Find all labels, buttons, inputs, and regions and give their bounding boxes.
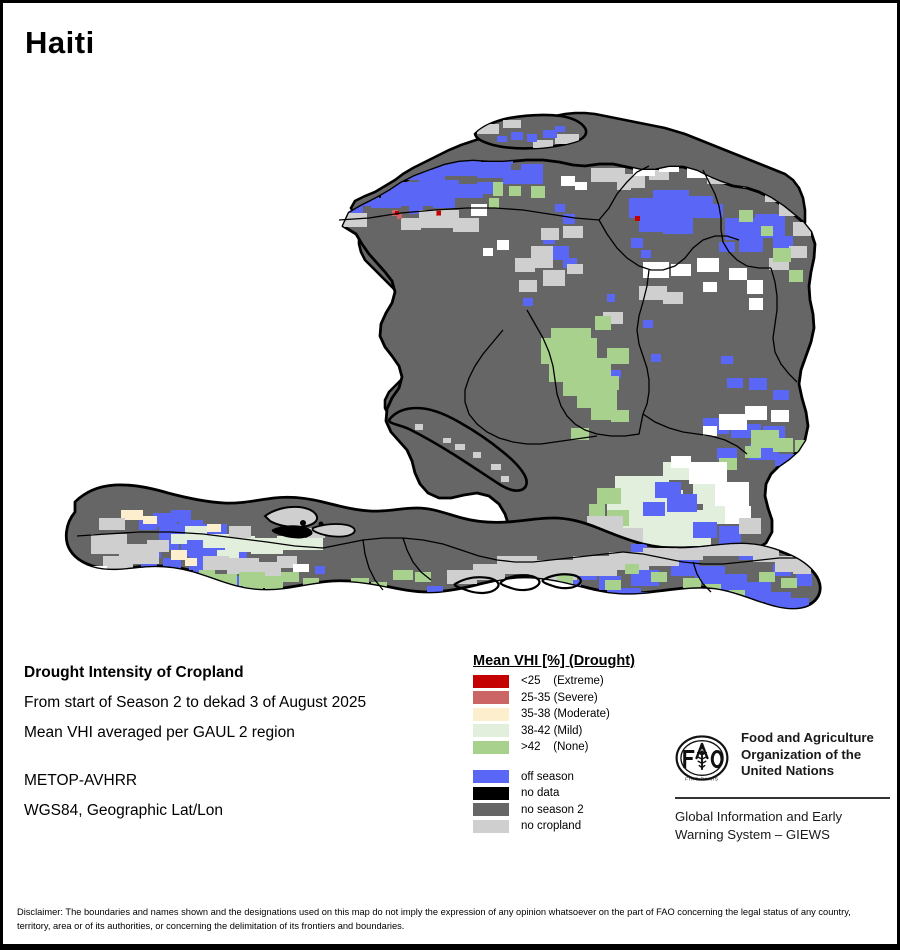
tortuga-island bbox=[473, 113, 588, 150]
legend-label-off-season: off season bbox=[521, 770, 574, 783]
info-heading: Drought Intensity of Cropland bbox=[24, 664, 244, 681]
legend-item-none[interactable]: >42 (None) bbox=[473, 739, 673, 756]
fao-org-line1: Food and Agriculture bbox=[741, 730, 874, 745]
haiti-map-svg[interactable] bbox=[3, 58, 897, 628]
legend-label-no-season-2: no season 2 bbox=[521, 803, 584, 816]
info-gap bbox=[24, 748, 454, 766]
map-info-block: Drought Intensity of Cropland From start… bbox=[24, 658, 454, 826]
legend-item-no-data[interactable]: no data bbox=[473, 785, 673, 802]
legend-swatch-off-season bbox=[473, 770, 509, 784]
legend-swatch-no-season-2 bbox=[473, 803, 509, 817]
legend-swatch-no-cropland bbox=[473, 819, 509, 833]
legend-item-mild[interactable]: 38-42 (Mild) bbox=[473, 723, 673, 740]
map-legend: Mean VHI [%] (Drought) <25 (Extreme) 25-… bbox=[473, 653, 673, 835]
gonave-island bbox=[387, 406, 528, 492]
small-islets bbox=[263, 505, 356, 539]
legend-label-mild: 38-42 (Mild) bbox=[521, 724, 583, 737]
legend-spacer bbox=[473, 756, 673, 769]
admin-boundaries bbox=[76, 165, 798, 593]
info-projection: WGS84, Geographic Lat/Lon bbox=[24, 802, 224, 819]
fao-branding: FIAT PANIS Food and Agriculture Organiza… bbox=[675, 729, 890, 843]
legend-swatch-no-data bbox=[473, 786, 509, 800]
giews-line2: Warning System – GIEWS bbox=[675, 826, 830, 842]
legend-swatch-extreme bbox=[473, 674, 509, 688]
legend-label-no-data: no data bbox=[521, 787, 560, 800]
fao-org-line2: Organization of the bbox=[741, 746, 862, 762]
fao-motto: FIAT PANIS bbox=[685, 777, 719, 783]
disclaimer-text: Disclaimer: The boundaries and names sho… bbox=[17, 907, 851, 931]
legend-item-severe[interactable]: 25-35 (Severe) bbox=[473, 690, 673, 707]
legend-swatch-moderate bbox=[473, 707, 509, 721]
legend-label-moderate: 35-38 (Moderate) bbox=[521, 708, 610, 721]
bottom-border bbox=[3, 944, 897, 947]
info-method: Mean VHI averaged per GAUL 2 region bbox=[24, 724, 295, 741]
legend-swatch-mild bbox=[473, 724, 509, 738]
giews-line1: Global Information and Early bbox=[675, 809, 843, 824]
coast-detail bbox=[453, 573, 582, 595]
fao-logo-icon: FIAT PANIS bbox=[675, 735, 729, 783]
page-title: Haiti bbox=[25, 25, 95, 60]
legend-item-extreme[interactable]: <25 (Extreme) bbox=[473, 673, 673, 690]
fao-divider bbox=[675, 797, 890, 799]
legend-item-off-season[interactable]: off season bbox=[473, 769, 673, 786]
legend-label-extreme: <25 (Extreme) bbox=[521, 675, 604, 688]
legend-item-no-cropland[interactable]: no cropland bbox=[473, 818, 673, 835]
info-sensor: METOP-AVHRR bbox=[24, 772, 138, 789]
legend-swatch-severe bbox=[473, 691, 509, 705]
legend-item-moderate[interactable]: 35-38 (Moderate) bbox=[473, 706, 673, 723]
legend-label-severe: 25-35 (Severe) bbox=[521, 691, 598, 704]
info-period: From start of Season 2 to dekad 3 of Aug… bbox=[24, 694, 367, 711]
legend-swatch-none bbox=[473, 740, 509, 754]
legend-title: Mean VHI [%] (Drought) bbox=[473, 653, 635, 669]
fao-org-line3: United Nations bbox=[741, 763, 835, 778]
fao-top: FIAT PANIS Food and Agriculture Organiza… bbox=[675, 729, 890, 785]
legend-label-no-cropland: no cropland bbox=[521, 820, 582, 833]
legend-item-no-season-2[interactable]: no season 2 bbox=[473, 802, 673, 819]
fao-organization-name: Food and Agriculture Organization of the… bbox=[741, 729, 874, 780]
fao-giews-name: Global Information and Early Warning Sys… bbox=[675, 808, 890, 843]
legend-label-none: >42 (None) bbox=[521, 741, 589, 754]
map-canvas[interactable] bbox=[3, 58, 897, 628]
